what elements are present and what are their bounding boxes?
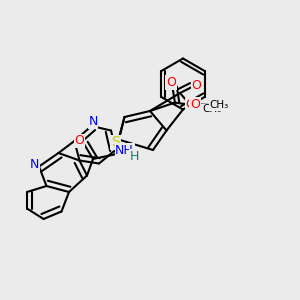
- Text: O: O: [166, 76, 176, 89]
- Text: H: H: [129, 150, 139, 163]
- Text: N: N: [88, 115, 98, 128]
- Text: S: S: [111, 136, 120, 149]
- Text: CH₃: CH₃: [209, 100, 229, 110]
- Text: O: O: [186, 98, 195, 112]
- Text: O: O: [75, 134, 84, 148]
- Text: O: O: [192, 79, 201, 92]
- Text: CH₃: CH₃: [202, 104, 221, 115]
- Text: N: N: [30, 158, 39, 172]
- Text: NH: NH: [115, 144, 134, 157]
- Text: O: O: [190, 98, 200, 111]
